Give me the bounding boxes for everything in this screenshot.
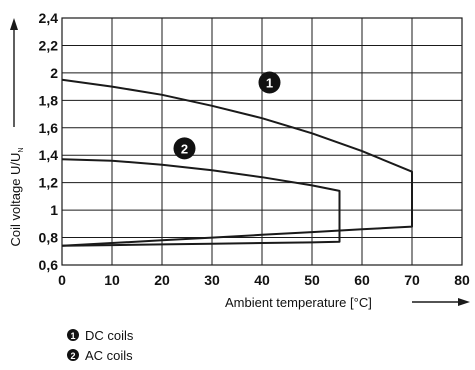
y-tick-label: 1,2 bbox=[39, 175, 59, 191]
x-tick-label: 40 bbox=[254, 272, 270, 288]
y-tick-label: 1,6 bbox=[39, 120, 59, 136]
legend-item-dc: 1 DC coils bbox=[67, 328, 134, 343]
x-axis-label: Ambient temperature [°C] bbox=[225, 295, 372, 310]
x-tick-label: 70 bbox=[404, 272, 420, 288]
legend-marker-2-label: 2 bbox=[70, 351, 75, 361]
y-tick-label: 0,8 bbox=[39, 230, 59, 246]
plot-border bbox=[61, 17, 463, 266]
curve-marker-label-2: 2 bbox=[181, 141, 188, 156]
x-tick-label: 10 bbox=[104, 272, 120, 288]
x-tick-label: 60 bbox=[354, 272, 370, 288]
x-tick-label: 20 bbox=[154, 272, 170, 288]
curve-marker-2 bbox=[173, 137, 196, 160]
legend-label-ac: AC coils bbox=[85, 348, 133, 363]
curve-marker-1 bbox=[258, 71, 281, 94]
x-tick-label: 30 bbox=[204, 272, 220, 288]
curve-markers: 12 bbox=[173, 71, 281, 160]
x-axis-arrow bbox=[412, 298, 470, 306]
y-axis-label: Coil voltage U/UN bbox=[8, 148, 25, 247]
series-curve-2 bbox=[61, 158, 341, 247]
legend-marker-1 bbox=[67, 329, 79, 341]
curves bbox=[61, 78, 413, 247]
y-tick-label: 2,4 bbox=[39, 10, 59, 26]
y-tick-label: 1,4 bbox=[39, 147, 59, 163]
legend-label-dc: DC coils bbox=[85, 328, 134, 343]
series-curve-1 bbox=[61, 78, 413, 247]
curve-marker-label-1: 1 bbox=[266, 75, 273, 90]
y-axis-arrow bbox=[10, 18, 18, 127]
legend: 1 DC coils 2 AC coils bbox=[67, 328, 134, 363]
y-tick-label: 2 bbox=[50, 65, 58, 81]
x-tick-label: 0 bbox=[58, 272, 66, 288]
legend-marker-2 bbox=[67, 349, 79, 361]
x-tick-label: 50 bbox=[304, 272, 320, 288]
y-tick-label: 1 bbox=[50, 202, 58, 218]
y-tick-label: 1,8 bbox=[39, 92, 59, 108]
y-axis-label-subscript: N bbox=[18, 148, 25, 153]
legend-marker-1-label: 1 bbox=[70, 331, 75, 341]
legend-item-ac: 2 AC coils bbox=[67, 348, 133, 363]
y-tick-label: 2,2 bbox=[39, 37, 59, 53]
y-tick-label: 0,6 bbox=[39, 257, 59, 273]
grid bbox=[61, 17, 463, 266]
x-tick-label: 80 bbox=[454, 272, 470, 288]
y-axis-label-text: Coil voltage U/U bbox=[8, 153, 23, 247]
tick-labels: 0 10 20 30 40 50 60 70 80 0,6 0,8 1 1,2 1,4 1,6 1,8 2 2,2… bbox=[39, 10, 470, 288]
